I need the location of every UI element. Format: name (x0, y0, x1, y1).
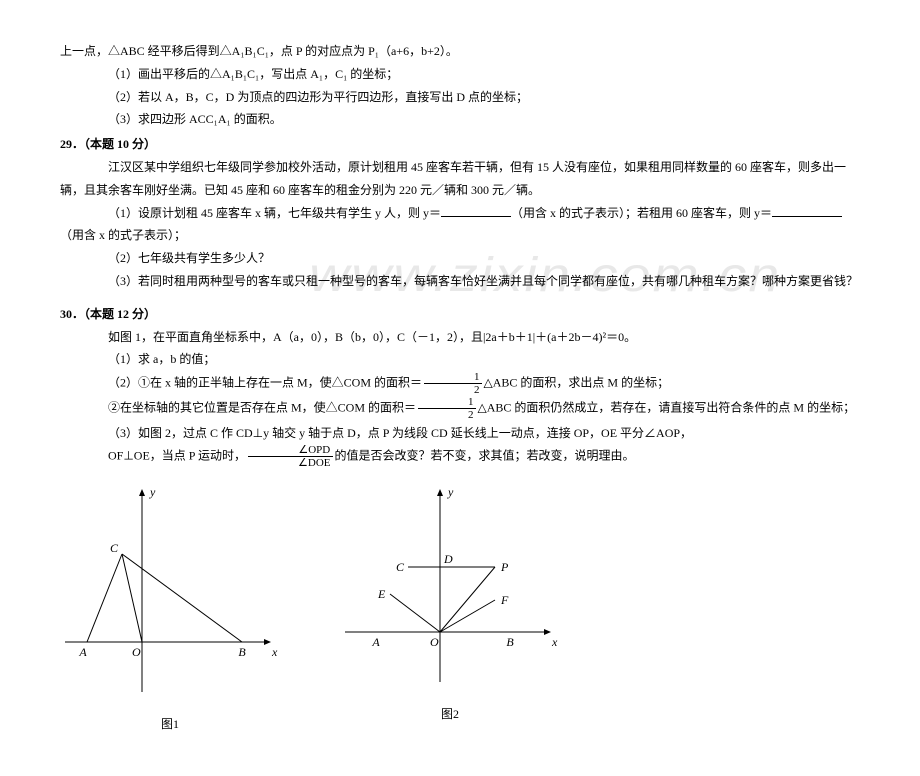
q29-sub2: （2）七年级共有学生多少人？ (60, 247, 860, 270)
svg-text:E: E (377, 587, 386, 601)
svg-text:O: O (132, 645, 141, 659)
fig1-label: 图1 (60, 713, 280, 736)
svg-text:O: O (430, 635, 439, 649)
q30-sub2d: △ABC 的面积仍然成立，若存在，请直接写出符合条件的点 M 的坐标； (478, 401, 856, 415)
blank-1 (441, 204, 511, 217)
figure-2: x y C D P E F A B O (340, 482, 560, 692)
svg-text:D: D (443, 552, 453, 566)
fraction-half-2: 12 (418, 396, 476, 421)
svg-text:B: B (238, 645, 246, 659)
frac-num-ang: ∠OPD (248, 444, 332, 457)
blank-2 (772, 204, 842, 217)
fig2-label: 图2 (340, 703, 560, 726)
q29-sub1b: （用含 x 的式子表示）；若租用 60 座客车，则 y＝ (511, 206, 772, 220)
q29-sub1a: （1）设原计划租 45 座客车 x 辆，七年级共有学生 y 人，则 y＝ (108, 206, 441, 220)
q29-title: 29．（本题 10 分） (60, 133, 860, 156)
svg-text:y: y (149, 485, 156, 499)
frac-den: 2 (424, 384, 482, 396)
svg-text:y: y (447, 485, 454, 499)
page-content: 上一点，△ABC 经平移后得到△A₁B₁C₁，点 P 的对应点为 P₁（a+6，… (60, 40, 860, 736)
q30-sub2c: ②在坐标轴的其它位置是否存在点 M，使△COM 的面积＝ (108, 401, 416, 415)
intro-l1: （1）画出平移后的△A₁B₁C₁，写出点 A₁，C₁ 的坐标； (60, 63, 860, 86)
q29-p1: 江汉区某中学组织七年级同学参加校外活动，原计划租用 45 座客车若干辆，但有 1… (60, 156, 860, 202)
svg-text:C: C (110, 541, 119, 555)
intro-l0: 上一点，△ABC 经平移后得到△A₁B₁C₁，点 P 的对应点为 P₁（a+6，… (60, 40, 860, 63)
q30-sub3: （3）如图 2，过点 C 作 CD⊥y 轴交 y 轴于点 D，点 P 为线段 C… (60, 422, 860, 445)
svg-text:P: P (500, 560, 509, 574)
q30-title: 30．（本题 12 分） (60, 303, 860, 326)
fraction-half-1: 12 (424, 371, 482, 396)
q29-sub3: （3）若同时租用两种型号的客车或只租一种型号的客车，每辆客车恰好坐满并且每个同学… (60, 270, 860, 293)
figure-1: x y A B C O (60, 482, 280, 702)
svg-text:x: x (551, 635, 558, 649)
q30-sub2c-line: ②在坐标轴的其它位置是否存在点 M，使△COM 的面积＝12△ABC 的面积仍然… (60, 396, 860, 421)
q30-sub2b: △ABC 的面积，求出点 M 的坐标； (484, 376, 670, 390)
svg-text:x: x (271, 645, 278, 659)
fraction-angle: ∠OPD∠DOE (248, 444, 332, 469)
frac-num: 1 (424, 371, 482, 384)
frac-den-ang: ∠DOE (248, 457, 332, 469)
q29-sub1: （1）设原计划租 45 座客车 x 辆，七年级共有学生 y 人，则 y＝ （用含 … (60, 202, 860, 248)
figure-2-wrap: x y C D P E F A B O 图2 (340, 482, 560, 737)
q30-sub2a: （2）①在 x 轴的正半轴上存在一点 M，使△COM 的面积＝ (108, 376, 422, 390)
q30-sub2a-line: （2）①在 x 轴的正半轴上存在一点 M，使△COM 的面积＝12△ABC 的面… (60, 371, 860, 396)
q29-sub1c: （用含 x 的式子表示）； (60, 228, 186, 242)
q30-p1a: 如图 1，在平面直角坐标系中，A（a，0），B（b，0），C（－1，2），且 (108, 330, 483, 344)
q30-sub3c: 的值是否会改变？若不变，求其值；若改变，说明理由。 (335, 449, 635, 463)
q30-p1: 如图 1，在平面直角坐标系中，A（a，0），B（b，0），C（－1，2），且|2… (60, 326, 860, 349)
q30-sub3b: OF⊥OE，当点 P 运动时， (108, 449, 246, 463)
svg-text:A: A (78, 645, 87, 659)
frac-den2: 2 (418, 409, 476, 421)
q30-sub1: （1）求 a，b 的值； (60, 348, 860, 371)
figure-1-wrap: x y A B C O 图1 (60, 482, 280, 737)
intro-l3: （3）求四边形 ACC₁A₁ 的面积。 (60, 108, 860, 131)
svg-text:F: F (500, 593, 509, 607)
q30-abs: |2a＋b＋1|＋(a＋2b－4)²＝0 (483, 330, 624, 344)
intro-l2: （2）若以 A，B，C，D 为顶点的四边形为平行四边形，直接写出 D 点的坐标； (60, 86, 860, 109)
frac-num2: 1 (418, 396, 476, 409)
svg-text:A: A (371, 635, 380, 649)
svg-text:C: C (396, 560, 405, 574)
q30-p1b: 。 (624, 330, 636, 344)
svg-text:B: B (506, 635, 514, 649)
q30-sub3b-line: OF⊥OE，当点 P 运动时，∠OPD∠DOE的值是否会改变？若不变，求其值；若… (60, 444, 860, 469)
figure-row: x y A B C O 图1 x y C D P E F A B O 图2 (60, 482, 860, 737)
